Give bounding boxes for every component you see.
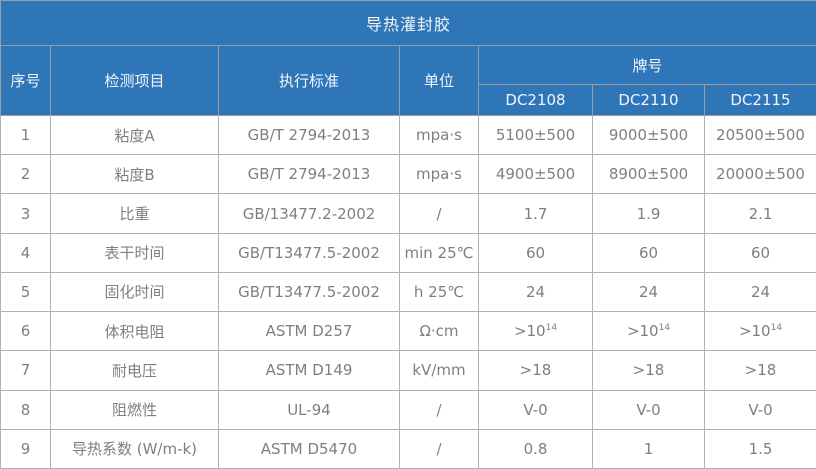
standard-cell: GB/T13477.5-2002 [218,271,400,313]
table-row: 5 固化时间 GB/T13477.5-2002 h 25℃ 24 24 24 [0,271,816,313]
unit-cell: kV/mm [399,350,479,391]
standard-cell: GB/T 2794-2013 [218,154,400,195]
title-row: 导热灌封胶 [0,0,816,46]
table-row: 4 表干时间 GB/T13477.5-2002 min 25℃ 60 60 60 [0,232,816,273]
unit-cell: min 25℃ [399,232,479,273]
table-row: 7 耐电压 ASTM D149 kV/mm >18 >18 >18 [0,350,816,391]
value-cell-dc2108: 0.8 [478,428,593,469]
row-no-cell: 7 [0,350,51,391]
item-cell: 粘度A [50,114,219,156]
row-no-cell: 9 [0,428,51,469]
item-cell: 表干时间 [50,232,219,273]
value-cell-dc2115: 20000±500 [704,154,816,195]
table-row: 1 粘度A GB/T 2794-2013 mpa·s 5100±500 9000±500 2… [0,114,816,156]
standard-cell: ASTM D5470 [218,428,400,469]
value-cell-dc2108: 24 [478,271,593,313]
value-cell-dc2108: 4900±500 [478,154,593,195]
table-row: 6 体积电阻 ASTM D257 Ω·cm >1014 >1014 >1014 [0,311,816,352]
standard-cell: UL-94 [218,389,400,430]
value-cell-dc2115: 60 [704,232,816,273]
unit-cell: / [399,389,479,430]
table-row: 8 阻燃性 UL-94/V-0 V-0 V-0 [0,389,816,430]
col-header-unit: 单位 [399,45,479,116]
value-cell-dc2115: 2.1 [704,193,816,234]
standard-cell: ASTM D257 [218,311,400,352]
value-cell-dc2108: 1.7 [478,193,593,234]
value-cell-dc2108: >18 [478,350,593,391]
value-cell-dc2108: 5100±500 [478,114,593,156]
row-no-cell: 6 [0,311,51,352]
unit-cell: / [399,193,479,234]
value-cell-dc2110: 1 [592,428,705,469]
value-cell-dc2110: 8900±500 [592,154,705,195]
col-header-standard: 执行标准 [218,45,400,116]
standard-cell: GB/T 2794-2013 [218,114,400,156]
value-cell-dc2110: 60 [592,232,705,273]
item-cell: 粘度B [50,154,219,195]
value-cell-dc2115: 20500±500 [704,114,816,156]
value-cell-dc2110: >18 [592,350,705,391]
item-cell: 比重 [50,193,219,234]
table-row: 3 比重 GB/13477.2-2002/1.7 1.9 2.1 [0,193,816,234]
row-no-cell: 3 [0,193,51,234]
value-cell-dc2115: >1014 [704,311,816,352]
value-cell-dc2115: >18 [704,350,816,391]
row-no-cell: 4 [0,232,51,273]
value-cell-dc2115: 1.5 [704,428,816,469]
row-no-cell: 2 [0,154,51,195]
value-cell-dc2108: >1014 [478,311,593,352]
value-cell-dc2110: 1.9 [592,193,705,234]
col-header-item: 检测项目 [50,45,219,116]
value-cell-dc2115: V-0 [704,389,816,430]
col-header-brand: 牌号 [478,45,816,85]
value-cell-dc2108: V-0 [478,389,593,430]
col-header-dc2115: DC2115 [704,84,816,116]
table-row: 9 导热系数 (W/m-k) ASTM D5470/0.8 1 1.5 [0,428,816,469]
header-row-2: DC2108 DC2110 DC2115 [1,84,816,116]
header-row-1: 序号 检测项目 执行标准 单位 牌号 [0,45,816,116]
item-cell: 阻燃性 [50,389,219,430]
page-title: 导热灌封胶 [0,0,816,46]
item-cell: 固化时间 [50,271,219,313]
value-cell-dc2110: V-0 [592,389,705,430]
unit-cell: Ω·cm [399,311,479,352]
col-header-no: 序号 [0,45,51,116]
table-row: 2 粘度B GB/T 2794-2013 mpa·s 4900±500 8900±500 2… [0,154,816,195]
table-body: 1 粘度A GB/T 2794-2013 mpa·s 5100±500 9000±500 2… [0,114,816,469]
unit-cell: / [399,428,479,469]
standard-cell: ASTM D149 [218,350,400,391]
value-cell-dc2108: 60 [478,232,593,273]
item-cell: 体积电阻 [50,311,219,352]
item-cell: 耐电压 [50,350,219,391]
item-cell: 导热系数 (W/m-k) [50,428,219,469]
row-no-cell: 5 [0,271,51,313]
value-cell-dc2110: 24 [592,271,705,313]
col-header-dc2108: DC2108 [478,84,593,116]
table-header: 导热灌封胶 序号 检测项目 执行标准 单位 牌号 DC2108 DC2110 D… [0,0,816,116]
value-cell-dc2110: >1014 [592,311,705,352]
value-cell-dc2115: 24 [704,271,816,313]
unit-cell: h 25℃ [399,271,479,313]
value-cell-dc2110: 9000±500 [592,114,705,156]
standard-cell: GB/13477.2-2002 [218,193,400,234]
unit-cell: mpa·s [399,154,479,195]
standard-cell: GB/T13477.5-2002 [218,232,400,273]
row-no-cell: 1 [0,114,51,156]
col-header-dc2110: DC2110 [592,84,705,116]
row-no-cell: 8 [0,389,51,430]
unit-cell: mpa·s [399,114,479,156]
